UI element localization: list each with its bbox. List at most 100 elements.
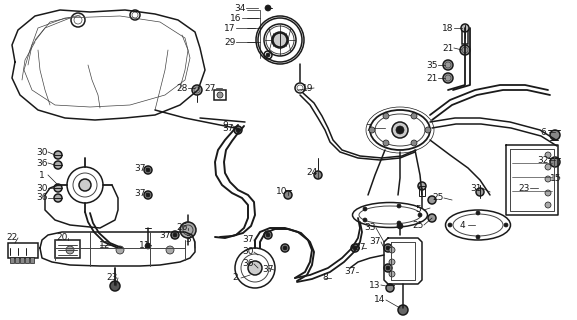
Text: 36: 36 xyxy=(36,158,48,167)
Circle shape xyxy=(476,188,484,196)
FancyBboxPatch shape xyxy=(20,257,24,263)
Circle shape xyxy=(461,24,469,32)
Text: 34: 34 xyxy=(234,4,246,12)
Text: 16: 16 xyxy=(230,13,242,22)
Text: 25: 25 xyxy=(432,194,444,203)
Circle shape xyxy=(386,246,390,250)
Text: 23: 23 xyxy=(518,183,530,193)
Circle shape xyxy=(276,36,284,44)
Text: 37: 37 xyxy=(159,230,171,239)
Circle shape xyxy=(79,179,91,191)
Text: 27: 27 xyxy=(204,84,216,92)
Circle shape xyxy=(369,127,375,133)
Text: 20: 20 xyxy=(57,234,68,243)
Circle shape xyxy=(264,231,272,239)
Circle shape xyxy=(386,266,390,270)
Text: 2: 2 xyxy=(232,274,238,283)
Circle shape xyxy=(425,127,431,133)
Text: 10: 10 xyxy=(276,188,288,196)
Circle shape xyxy=(351,244,359,252)
Text: 29: 29 xyxy=(224,37,235,46)
Circle shape xyxy=(397,204,401,208)
Circle shape xyxy=(146,193,150,197)
Circle shape xyxy=(392,122,408,138)
Text: 28: 28 xyxy=(177,84,188,92)
Circle shape xyxy=(443,73,453,83)
Text: 18: 18 xyxy=(442,23,454,33)
Text: 30: 30 xyxy=(36,183,48,193)
Circle shape xyxy=(171,231,179,239)
Circle shape xyxy=(476,235,480,239)
Circle shape xyxy=(448,223,452,227)
Text: 23: 23 xyxy=(106,274,118,283)
Text: 37: 37 xyxy=(134,164,146,172)
Circle shape xyxy=(389,247,395,253)
Circle shape xyxy=(386,284,394,292)
Circle shape xyxy=(283,246,287,250)
Circle shape xyxy=(145,243,151,249)
FancyBboxPatch shape xyxy=(30,257,34,263)
Circle shape xyxy=(284,191,292,199)
Text: 6: 6 xyxy=(540,127,546,137)
Text: 35: 35 xyxy=(426,60,438,69)
Text: 26: 26 xyxy=(177,223,188,233)
Circle shape xyxy=(389,259,395,265)
Text: 33: 33 xyxy=(364,223,376,233)
Circle shape xyxy=(144,166,152,174)
Circle shape xyxy=(476,211,480,215)
Text: 7: 7 xyxy=(365,124,371,132)
Circle shape xyxy=(192,85,202,95)
Text: 25: 25 xyxy=(413,220,424,229)
Circle shape xyxy=(314,171,322,179)
Circle shape xyxy=(273,33,287,47)
Circle shape xyxy=(383,113,389,119)
Text: 36: 36 xyxy=(36,194,48,203)
Text: 21: 21 xyxy=(426,74,438,83)
FancyBboxPatch shape xyxy=(15,257,19,263)
Text: 17: 17 xyxy=(224,23,236,33)
Circle shape xyxy=(116,246,124,254)
Circle shape xyxy=(54,194,62,202)
Circle shape xyxy=(217,92,223,98)
Circle shape xyxy=(363,218,367,222)
Circle shape xyxy=(146,168,150,172)
Circle shape xyxy=(460,45,470,55)
Circle shape xyxy=(550,157,560,167)
Circle shape xyxy=(266,233,270,237)
Text: 37: 37 xyxy=(263,266,273,275)
Circle shape xyxy=(545,190,551,196)
Circle shape xyxy=(281,244,289,252)
Text: 30: 30 xyxy=(36,148,48,156)
Text: 8: 8 xyxy=(322,274,328,283)
Circle shape xyxy=(545,152,551,158)
Circle shape xyxy=(504,223,508,227)
Text: 15: 15 xyxy=(550,173,562,182)
Circle shape xyxy=(384,264,392,272)
Circle shape xyxy=(398,305,408,315)
Text: 3: 3 xyxy=(185,236,191,244)
Circle shape xyxy=(54,184,62,192)
Circle shape xyxy=(144,191,152,199)
Circle shape xyxy=(234,126,242,134)
Circle shape xyxy=(384,244,392,252)
Text: 9: 9 xyxy=(222,121,228,130)
Text: 14: 14 xyxy=(374,295,385,305)
Circle shape xyxy=(54,151,62,159)
Text: 11: 11 xyxy=(139,241,151,250)
Circle shape xyxy=(265,5,271,11)
Circle shape xyxy=(266,53,270,57)
Circle shape xyxy=(396,126,404,134)
Circle shape xyxy=(397,223,403,229)
Text: 12: 12 xyxy=(99,241,111,250)
Text: 4: 4 xyxy=(459,220,465,229)
Text: 1: 1 xyxy=(39,171,45,180)
Circle shape xyxy=(545,164,551,170)
Circle shape xyxy=(411,113,417,119)
Circle shape xyxy=(418,213,422,217)
Text: 22: 22 xyxy=(6,234,18,243)
Circle shape xyxy=(383,140,389,146)
Circle shape xyxy=(166,246,174,254)
Circle shape xyxy=(428,196,436,204)
Text: 21: 21 xyxy=(443,44,454,52)
Circle shape xyxy=(545,176,551,182)
